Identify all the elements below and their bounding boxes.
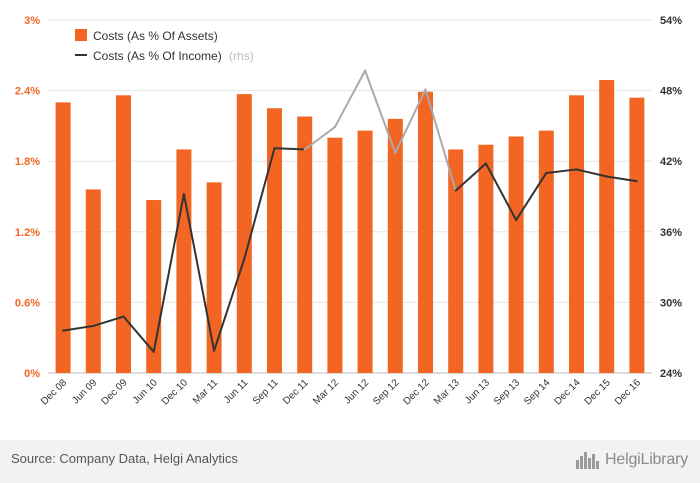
x-tick-label: Sep 11 xyxy=(251,377,281,407)
x-tick-label: Dec 15 xyxy=(583,377,613,407)
line-series xyxy=(62,69,638,353)
right-axis: 24% 30% 36% 42% 48% 54% xyxy=(660,15,682,380)
bar xyxy=(599,80,615,373)
left-tick-label: 0% xyxy=(24,368,40,380)
line-segment xyxy=(122,315,155,353)
x-tick-label: Jun 09 xyxy=(70,377,99,406)
bar xyxy=(448,149,464,373)
legend-rhs-note: (rhs) xyxy=(229,49,254,63)
bar xyxy=(418,91,433,373)
bar xyxy=(357,130,373,373)
legend-label-assets: Costs (As % Of Assets) xyxy=(93,29,218,43)
left-axis: 0% 0.6% 1.2% 1.8% 2.4% 3% xyxy=(15,15,40,380)
x-tick-label: Dec 10 xyxy=(160,377,190,407)
legend-label-income: Costs (As % Of Income) (rhs) xyxy=(93,49,254,63)
left-tick-label: 2.4% xyxy=(15,86,40,98)
x-tick-label: Sep 14 xyxy=(522,377,552,407)
x-tick-label: Mar 11 xyxy=(191,377,221,407)
line-segment xyxy=(62,324,95,332)
bar xyxy=(236,94,252,373)
skyline-icon xyxy=(576,452,600,469)
line-segment xyxy=(364,69,397,154)
line-segment xyxy=(575,168,608,178)
line-segment xyxy=(605,175,638,183)
line-segment xyxy=(454,162,487,192)
bar xyxy=(55,102,71,373)
line-segment xyxy=(424,88,457,192)
bar xyxy=(85,189,101,373)
legend: Costs (As % Of Assets) Costs (As % Of In… xyxy=(75,29,254,63)
right-tick-label: 30% xyxy=(660,297,682,309)
bar xyxy=(297,116,313,373)
bar xyxy=(176,149,192,373)
x-tick-label: Dec 08 xyxy=(39,377,69,407)
x-tick-label: Mar 13 xyxy=(432,377,462,407)
x-tick-label: Dec 16 xyxy=(613,377,643,407)
line-segment xyxy=(484,162,518,222)
bar xyxy=(538,130,554,373)
bar xyxy=(116,95,131,373)
bar xyxy=(569,95,584,373)
right-tick-label: 24% xyxy=(660,368,682,380)
brand-logo: HelgiLibrary xyxy=(575,448,688,472)
bar xyxy=(508,136,524,373)
x-tick-label: Sep 13 xyxy=(492,377,522,407)
left-tick-label: 3% xyxy=(24,15,40,27)
line-segment xyxy=(152,193,185,353)
bar xyxy=(478,144,494,373)
line-segment xyxy=(545,168,578,174)
line-segment xyxy=(182,193,216,352)
right-tick-label: 42% xyxy=(660,156,682,168)
bar xyxy=(387,118,403,373)
legend-swatch-assets xyxy=(75,29,87,41)
bar xyxy=(327,137,343,373)
bar xyxy=(629,97,645,373)
line-segment xyxy=(303,126,336,151)
bar xyxy=(267,108,282,373)
gridlines xyxy=(48,19,652,374)
x-tick-label: Jun 11 xyxy=(222,377,251,406)
footer: Source: Company Data, Helgi Analytics He… xyxy=(0,440,700,483)
x-tick-label: Dec 14 xyxy=(552,377,582,407)
bar xyxy=(206,182,222,373)
left-tick-label: 1.2% xyxy=(15,227,40,239)
x-tick-label: Dec 12 xyxy=(401,377,431,407)
chart: 0%0.6%1.2%1.8%2.4%3% 24%30%36%42%48%54% … xyxy=(15,15,682,408)
x-tick-label: Dec 09 xyxy=(99,377,129,407)
x-tick-label: Dec 11 xyxy=(281,377,311,407)
legend-label-income-name: Costs (As % Of Income) xyxy=(93,49,222,63)
x-tick-label: Mar 12 xyxy=(311,377,341,407)
line-segment xyxy=(515,171,548,222)
line-segment xyxy=(394,88,427,154)
source-note: Source: Company Data, Helgi Analytics xyxy=(11,451,238,466)
line-segment xyxy=(243,147,276,260)
x-tick-label: Jun 13 xyxy=(463,377,492,406)
line-segment xyxy=(273,147,306,151)
x-tick-label: Jun 10 xyxy=(131,377,160,406)
x-tick-label: Jun 12 xyxy=(342,377,371,406)
line-segment xyxy=(92,315,125,327)
right-tick-label: 54% xyxy=(660,15,682,27)
brand-name: HelgiLibrary xyxy=(605,451,688,468)
line-segment xyxy=(213,257,246,352)
x-axis: Dec 08 Jun 09 Dec 09 Jun 10 Dec 10 Mar 11 Jun … xyxy=(39,377,643,408)
right-tick-label: 48% xyxy=(660,86,682,98)
bar-series xyxy=(55,80,645,373)
right-tick-label: 36% xyxy=(660,227,682,239)
line-segment xyxy=(333,69,367,129)
x-tick-label: Sep 12 xyxy=(371,377,401,407)
left-tick-label: 0.6% xyxy=(15,297,40,309)
left-tick-label: 1.8% xyxy=(15,156,40,168)
